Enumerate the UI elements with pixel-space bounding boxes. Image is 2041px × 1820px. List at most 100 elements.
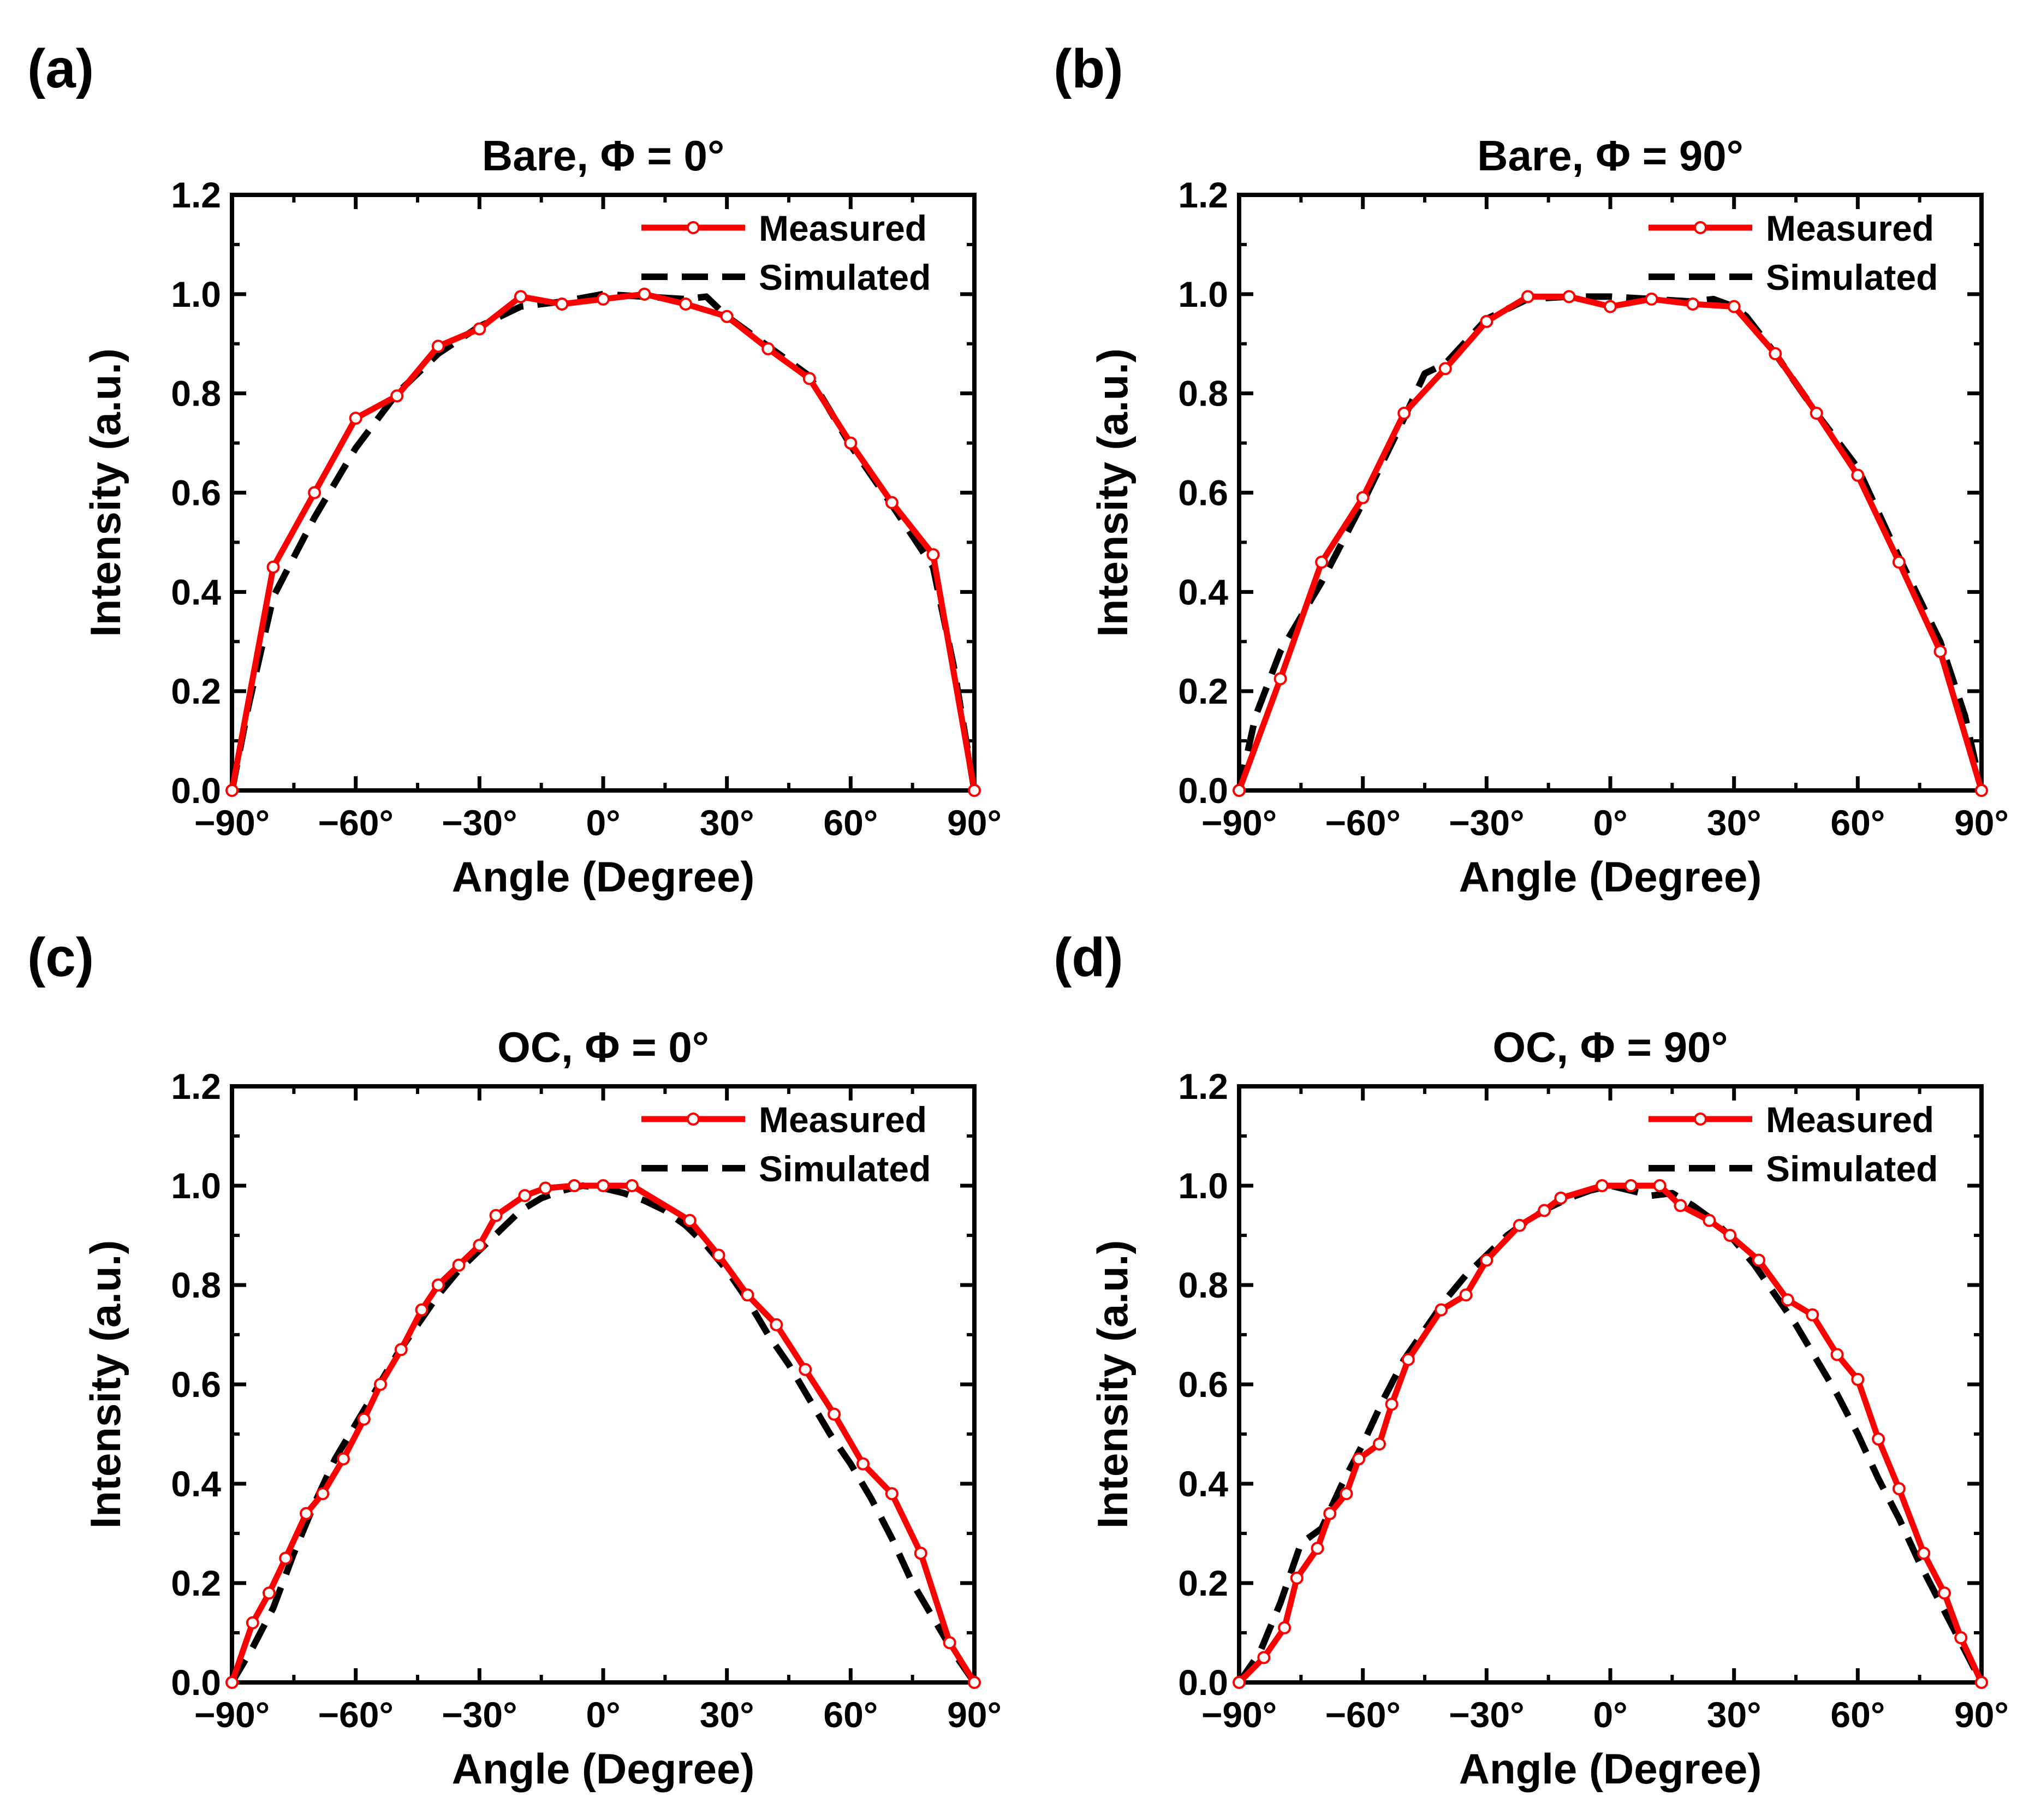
y-axis-label: Intensity (a.u.) <box>1088 348 1136 637</box>
measured-point <box>1459 1288 1473 1302</box>
y-axis-label: Intensity (a.u.) <box>1088 1240 1136 1529</box>
x-tick-label: 30° <box>1707 1694 1762 1735</box>
measured-point <box>885 1487 898 1501</box>
measured-point <box>1397 407 1411 420</box>
measured-point <box>539 1181 552 1195</box>
chart-panel-b: (b) Bare, Φ = 90° −90° −60° −30° 0° 30° 60° 90° 0… <box>1054 38 2009 901</box>
x-tick-label: −30° <box>1449 802 1524 843</box>
measured-point <box>1385 1397 1399 1411</box>
x-tick-label: −30° <box>442 1694 517 1735</box>
measured-point <box>683 1214 697 1227</box>
chart-panel-a: (a) Bare, Φ = 0° −90° −60° −30° 0° 30° 60° 90° 0.… <box>27 38 1002 901</box>
measured-point <box>225 784 239 797</box>
measured-point <box>1340 1487 1353 1501</box>
measured-point <box>761 342 775 355</box>
measured-point <box>1233 784 1246 797</box>
measured-point <box>828 1407 841 1421</box>
measured-point <box>597 1179 610 1192</box>
measured-point <box>1290 1571 1304 1585</box>
measured-point <box>741 1288 754 1302</box>
measured-point <box>1554 1191 1568 1205</box>
x-tick-label: 90° <box>1954 1694 2009 1735</box>
measured-point <box>799 1363 812 1376</box>
measured-point <box>943 1636 956 1650</box>
measured-point <box>555 298 569 311</box>
y-tick-label: 0.4 <box>1178 572 1228 612</box>
y-tick-label: 1.2 <box>171 175 221 215</box>
measured-point <box>225 1676 239 1689</box>
measured-point <box>885 496 898 509</box>
x-tick-label: 60° <box>1830 802 1885 843</box>
y-tick-label: 0.8 <box>1178 373 1228 414</box>
measured-point <box>1933 645 1947 658</box>
measured-point <box>1372 1437 1386 1451</box>
measured-point <box>349 412 362 425</box>
panel-label: (b) <box>1054 38 1123 99</box>
legend-simulated-label: Simulated <box>759 257 931 298</box>
x-tick-label: 0° <box>1593 802 1627 843</box>
y-tick-label: 0.2 <box>171 671 221 711</box>
chart-title: OC, Φ = 90° <box>1492 1023 1728 1071</box>
measured-point <box>844 436 858 450</box>
x-tick-label: 0° <box>586 802 620 843</box>
legend: Measured Simulated <box>1649 1099 1938 1189</box>
x-tick-label: 60° <box>823 802 878 843</box>
y-tick-label: 0.0 <box>1178 1662 1228 1703</box>
measured-point <box>1723 1229 1737 1242</box>
measured-point <box>720 310 734 323</box>
y-tick-label: 0.8 <box>1178 1265 1228 1305</box>
chart-panel-c: (c) OC, Φ = 0° −90° −60° −30° 0° 30° 60° 90° 0.0 0… <box>27 927 1002 1793</box>
y-tick-label: 0.8 <box>171 373 221 414</box>
legend-measured-label: Measured <box>759 1099 927 1140</box>
measured-point <box>914 1547 927 1560</box>
y-tick-label: 0.8 <box>171 1265 221 1305</box>
y-tick-label: 1.0 <box>1178 274 1228 314</box>
y-tick-label: 0.0 <box>1178 770 1228 811</box>
measured-point <box>263 1586 276 1600</box>
measured-point <box>266 560 280 574</box>
y-tick-label: 1.0 <box>171 274 221 314</box>
measured-point <box>1480 314 1493 328</box>
y-tick-label: 0.4 <box>171 1464 221 1504</box>
measured-point <box>357 1412 371 1426</box>
measured-point <box>394 1343 408 1357</box>
legend-measured-label: Measured <box>1766 1099 1934 1140</box>
y-tick-label: 0.6 <box>171 473 221 513</box>
measured-point <box>1311 1542 1324 1555</box>
measured-point <box>625 1179 639 1192</box>
measured-point <box>1752 1253 1765 1267</box>
measured-point <box>1686 298 1700 311</box>
measured-point <box>1674 1199 1687 1212</box>
y-tick-label: 0.0 <box>171 770 221 811</box>
x-tick-label: −60° <box>1325 1694 1400 1735</box>
x-tick-label: −90° <box>1201 1694 1277 1735</box>
measured-series-line <box>1237 1182 1984 1685</box>
y-tick-label: 0.2 <box>1178 671 1228 711</box>
legend-measured-marker <box>1694 221 1707 234</box>
panel-label: (a) <box>27 38 94 99</box>
measured-point <box>473 322 486 336</box>
measured-point <box>712 1248 725 1262</box>
measured-point <box>770 1318 783 1331</box>
x-tick-label: −60° <box>1325 802 1400 843</box>
measured-point <box>1352 1452 1366 1466</box>
x-tick-label: 30° <box>1707 802 1762 843</box>
x-tick-label: 30° <box>700 802 754 843</box>
measured-point <box>452 1258 466 1272</box>
measured-point <box>1781 1293 1794 1307</box>
measured-point <box>1401 1353 1415 1366</box>
y-tick-label: 0.4 <box>171 572 221 612</box>
measured-point <box>473 1239 486 1252</box>
x-tick-label: 30° <box>700 1694 754 1735</box>
measured-point <box>1562 290 1576 304</box>
measured-point <box>1975 784 1988 797</box>
measured-point <box>1954 1631 1968 1645</box>
measured-point <box>300 1507 313 1520</box>
measured-point <box>856 1457 870 1471</box>
measured-point <box>1938 1586 1951 1600</box>
measured-point <box>679 298 693 311</box>
legend: Measured Simulated <box>1649 208 1938 298</box>
measured-point <box>1727 300 1741 313</box>
measured-point <box>1645 292 1658 306</box>
y-tick-label: 1.2 <box>1178 1066 1228 1107</box>
